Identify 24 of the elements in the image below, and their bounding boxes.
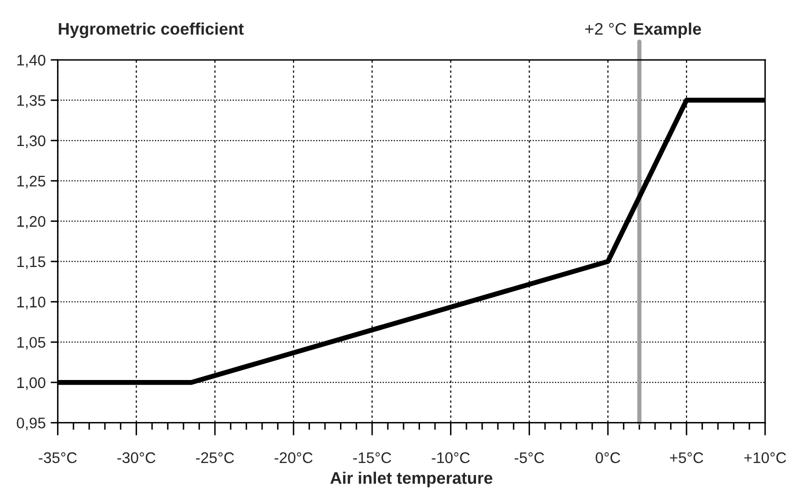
y-tick-label: 1,40 — [17, 54, 46, 68]
y-tick-label: 1,10 — [17, 296, 46, 310]
x-axis-title: Air inlet temperature — [330, 472, 492, 488]
x-tick-label: -10°C — [432, 452, 470, 464]
x-tick-label: -15°C — [353, 452, 392, 464]
x-tick-label: +5°C — [670, 452, 704, 464]
y-axis-title: Hygrometric coefficient — [58, 22, 244, 38]
y-tick-label: 1,00 — [17, 377, 46, 390]
x-tick-label: -25°C — [196, 452, 234, 464]
y-tick-label: 0,95 — [16, 418, 46, 430]
y-tick-label: 1,20 — [17, 216, 46, 229]
y-tick-label: 1,30 — [17, 135, 46, 148]
x-tick-label: -20°C — [274, 452, 313, 464]
y-tick-label: 1,05 — [17, 336, 46, 350]
x-tick-label: -5°C — [514, 452, 544, 464]
y-tick-label: 1,15 — [17, 256, 46, 269]
x-tick-label: +10°C — [744, 452, 786, 464]
y-tick-label: 1,35 — [17, 95, 46, 108]
text: Example — [634, 22, 702, 38]
x-tick-label: 0°C — [596, 452, 620, 464]
x-tick-label: -35°C — [38, 452, 77, 464]
ref-line-label: +2 °C — [585, 23, 626, 35]
x-tick-label: -30°C — [117, 452, 156, 464]
y-tick-label: 1,25 — [17, 176, 46, 188]
